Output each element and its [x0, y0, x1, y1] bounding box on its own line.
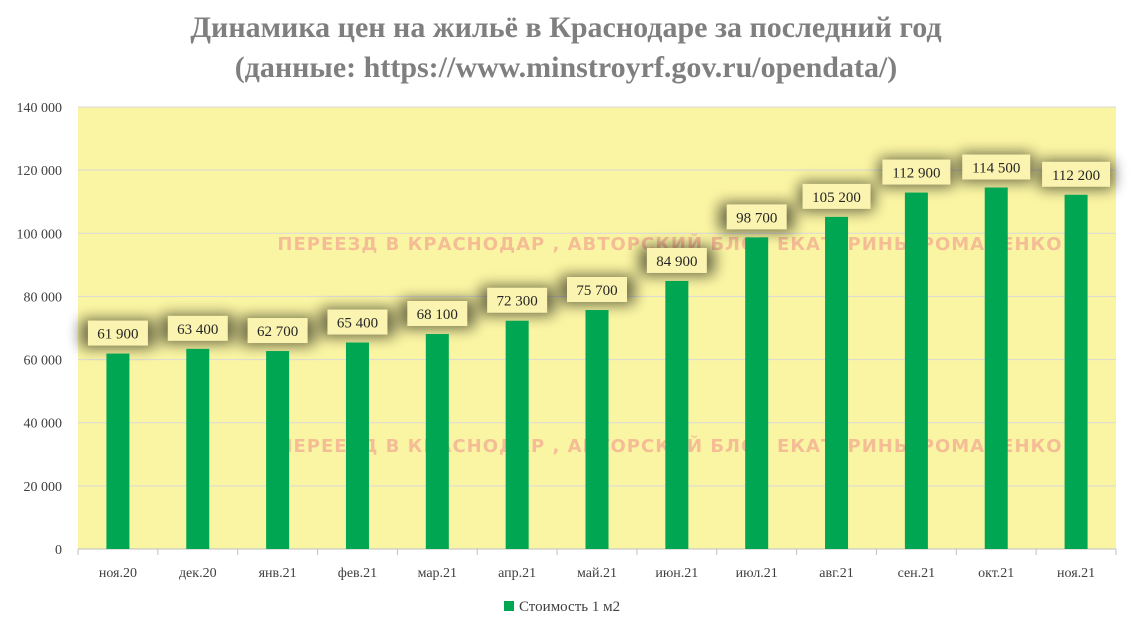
x-tick-label: апр.21 [498, 566, 536, 581]
bar [505, 320, 529, 549]
bar [1064, 194, 1088, 550]
x-tick-label: ноя.21 [1057, 566, 1095, 581]
x-tick-label: май.21 [577, 566, 617, 581]
data-label-box [646, 247, 707, 273]
data-label-box [87, 320, 148, 346]
data-label-box [802, 183, 871, 209]
data-label-box [407, 300, 468, 326]
legend-label: Стоимость 1 м2 [519, 599, 620, 615]
y-tick-label: 140 000 [17, 101, 63, 116]
data-label: 75 700 [576, 283, 617, 299]
bar [984, 187, 1008, 549]
data-label: 62 700 [257, 324, 298, 340]
x-tick-label: сен.21 [898, 566, 936, 581]
x-tick-label: июн.21 [655, 566, 698, 581]
y-tick-label: 0 [55, 543, 62, 558]
chart-title: Динамика цен на жильё в Краснодаре за по… [0, 8, 1132, 88]
data-label-box [962, 154, 1031, 180]
data-label-box [567, 277, 627, 303]
y-tick-label: 20 000 [24, 480, 63, 495]
data-label-box [247, 318, 308, 344]
bar [186, 348, 210, 549]
legend: Стоимость 1 м2 [504, 599, 620, 615]
data-label-box [167, 315, 228, 341]
data-label: 72 300 [497, 294, 538, 310]
x-tick-label: мар.21 [418, 566, 457, 581]
bar [904, 192, 928, 549]
y-tick-label: 80 000 [24, 290, 63, 305]
data-label: 98 700 [736, 210, 777, 226]
data-label: 65 400 [337, 316, 378, 332]
data-label-box [487, 287, 548, 313]
x-tick-label: дек.20 [179, 566, 217, 581]
x-tick-label: янв.21 [259, 566, 297, 581]
data-label: 114 500 [972, 161, 1020, 177]
y-tick-label: 120 000 [17, 164, 63, 179]
x-tick-label: авг.21 [819, 566, 854, 581]
y-tick-label: 60 000 [24, 354, 63, 369]
data-label: 112 900 [892, 166, 940, 182]
y-tick-label: 40 000 [24, 417, 63, 432]
data-label: 61 900 [97, 327, 138, 343]
bar [266, 351, 290, 549]
bar [106, 353, 130, 549]
data-label: 105 200 [812, 190, 861, 206]
x-tick-label: фев.21 [338, 566, 377, 581]
bar [745, 237, 769, 549]
x-tick-label: окт.21 [978, 566, 1014, 581]
chart-title-line2: (данные: https://www.minstroyrf.gov.ru/o… [234, 51, 898, 84]
x-tick-label: июл.21 [736, 566, 778, 581]
data-label: 84 900 [656, 254, 697, 270]
y-tick-label: 100 000 [17, 227, 63, 242]
data-label-box [882, 159, 951, 185]
bar [665, 280, 689, 549]
data-label: 112 200 [1052, 168, 1100, 184]
data-label: 68 100 [417, 307, 458, 323]
data-label-box [1042, 161, 1111, 187]
bar [585, 310, 609, 549]
chart-title-line1: Динамика цен на жильё в Краснодаре за по… [190, 11, 942, 44]
x-tick-label: ноя.20 [99, 566, 137, 581]
data-label: 63 400 [177, 322, 218, 338]
watermark-text: ПЕРЕЕЗД В КРАСНОДАР , АВТОРСКИЙ БЛОГ ЕКА… [277, 233, 1062, 255]
data-label-box [726, 204, 787, 230]
bar [425, 333, 449, 549]
bar [345, 342, 369, 549]
data-label-box [327, 309, 388, 335]
legend-swatch [504, 601, 514, 611]
bar [825, 216, 849, 549]
